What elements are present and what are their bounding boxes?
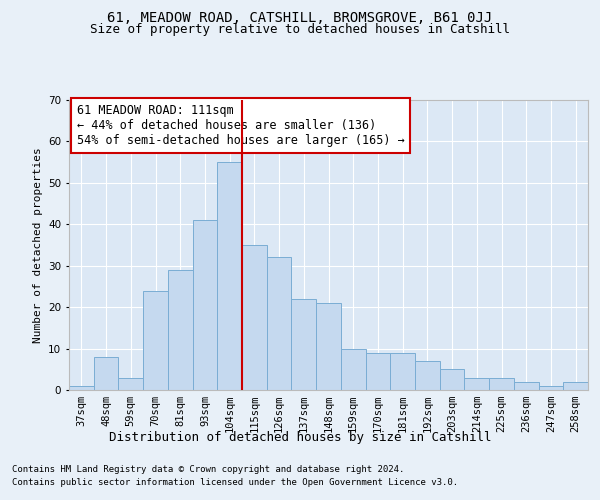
Bar — [168, 270, 193, 390]
Bar — [440, 370, 464, 390]
Bar — [94, 357, 118, 390]
Text: Distribution of detached houses by size in Catshill: Distribution of detached houses by size … — [109, 431, 491, 444]
Bar — [143, 290, 168, 390]
Bar — [390, 352, 415, 390]
Bar — [415, 361, 440, 390]
Y-axis label: Number of detached properties: Number of detached properties — [32, 147, 43, 343]
Bar — [69, 386, 94, 390]
Text: Contains public sector information licensed under the Open Government Licence v3: Contains public sector information licen… — [12, 478, 458, 487]
Text: Contains HM Land Registry data © Crown copyright and database right 2024.: Contains HM Land Registry data © Crown c… — [12, 466, 404, 474]
Bar — [489, 378, 514, 390]
Bar — [539, 386, 563, 390]
Bar — [193, 220, 217, 390]
Bar — [217, 162, 242, 390]
Bar — [267, 258, 292, 390]
Bar — [464, 378, 489, 390]
Bar — [242, 245, 267, 390]
Bar — [365, 352, 390, 390]
Bar — [118, 378, 143, 390]
Text: 61, MEADOW ROAD, CATSHILL, BROMSGROVE, B61 0JJ: 61, MEADOW ROAD, CATSHILL, BROMSGROVE, B… — [107, 10, 493, 24]
Text: 61 MEADOW ROAD: 111sqm
← 44% of detached houses are smaller (136)
54% of semi-de: 61 MEADOW ROAD: 111sqm ← 44% of detached… — [77, 104, 404, 148]
Bar — [563, 382, 588, 390]
Bar — [316, 303, 341, 390]
Bar — [341, 348, 365, 390]
Text: Size of property relative to detached houses in Catshill: Size of property relative to detached ho… — [90, 24, 510, 36]
Bar — [292, 299, 316, 390]
Bar — [514, 382, 539, 390]
